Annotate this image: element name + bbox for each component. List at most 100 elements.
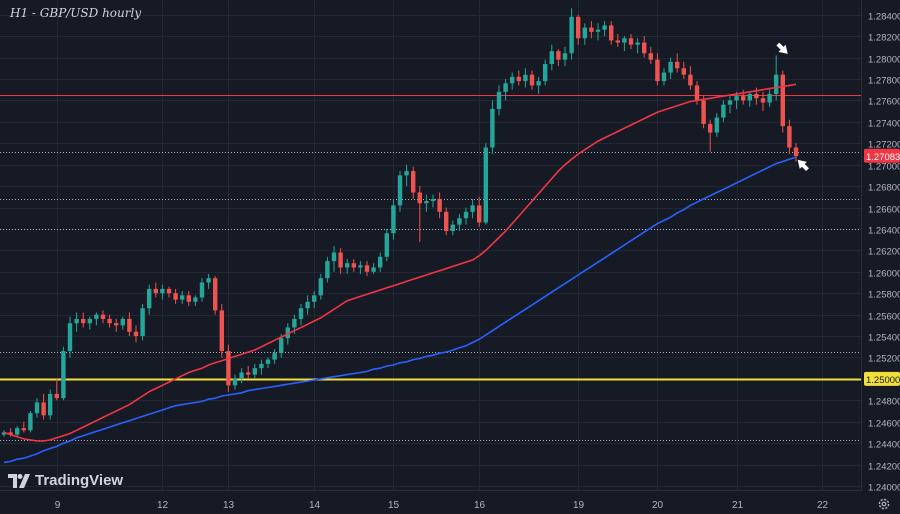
candle-body [107,318,112,324]
candle [477,196,482,227]
candle-body [279,338,284,354]
candle-body [708,123,713,133]
candle-body [556,51,561,60]
candle-body [180,295,185,300]
candle [331,246,337,272]
price-axis-labels: 1.28400 1.28200 1.28000 1.27800 1.27600 1.274… [868,12,900,494]
candle-body [358,265,363,268]
candle-body [127,318,132,332]
candle-body [114,323,119,326]
candle-body [199,282,205,298]
candle [384,228,389,262]
candle-body [285,327,290,339]
candle [714,113,719,137]
candle [259,359,264,375]
candle-body [305,301,310,309]
candle [298,303,304,326]
candle-body [100,314,106,319]
candle-body [298,308,304,319]
price-tick-label: 1.24400 [868,440,900,451]
candle-body [754,93,759,99]
candle [411,166,416,199]
candle [100,310,106,324]
candle-body [219,310,224,352]
candle-body [213,278,218,311]
candle-body [67,323,73,352]
candle [549,44,554,71]
candle [424,194,429,212]
candle-body [166,288,172,294]
candle-body [457,218,462,225]
candle-body [424,201,429,204]
price-axis[interactable] [862,0,900,514]
candle-body [701,100,706,124]
price-tick-label: 1.27000 [868,162,900,173]
candle [523,68,528,88]
time-tick-label: 14 [309,500,321,511]
candle-body [48,393,53,416]
price-tick-label: 1.26000 [868,269,900,280]
time-tick-label: 19 [573,500,585,511]
candle [450,220,455,236]
candle-body [384,233,389,257]
candle [582,23,587,45]
candle [127,312,132,337]
candle-body [734,96,739,101]
candle [615,33,620,47]
candle [668,57,673,79]
candle [232,374,238,390]
candle-body [595,29,601,32]
candle [120,316,125,330]
candle [28,411,33,433]
candle-body [87,318,92,324]
annotation-arrow-shape [776,42,788,54]
candle [516,70,521,86]
annotation-arrows [776,42,809,172]
candle [503,78,508,101]
candle [760,91,766,112]
candle-body [15,428,20,435]
price-tick-label: 1.25800 [868,290,900,301]
candle-body [655,59,660,82]
candle [457,213,462,232]
candle [483,143,488,225]
candle-body [193,297,198,302]
candle [747,91,752,107]
candle-body [496,91,502,109]
candle-body [635,42,640,45]
candle [41,393,46,420]
time-tick-label: 12 [157,500,169,511]
settings-gear-icon[interactable] [877,497,891,511]
annotation-arrow [797,159,809,172]
candle [34,398,40,418]
candle [675,53,680,73]
candle [246,366,251,379]
candle-body [569,16,574,54]
price-tick-label: 1.24600 [868,419,900,430]
candle-body [760,98,766,103]
candle-body [470,205,475,212]
candle [87,316,92,330]
price-tick-label: 1.27800 [868,76,900,87]
candle [490,100,495,154]
price-tick-label: 1.25600 [868,312,900,323]
candle [510,72,515,90]
candle-body [694,85,700,101]
candle [397,171,403,212]
candle-body [404,171,409,176]
candle [61,346,66,401]
candle [15,426,20,437]
candle [351,258,356,272]
candle [364,261,370,277]
candle [160,284,165,300]
candle-body [252,368,257,375]
candle [239,368,244,384]
candle [199,278,205,302]
candle [721,100,726,122]
candle [648,46,653,64]
candle [265,357,271,369]
time-axis-labels: 9 12 13 14 15 16 19 20 21 22 [55,500,829,511]
candle-body [140,308,145,337]
candle-body [503,83,508,92]
